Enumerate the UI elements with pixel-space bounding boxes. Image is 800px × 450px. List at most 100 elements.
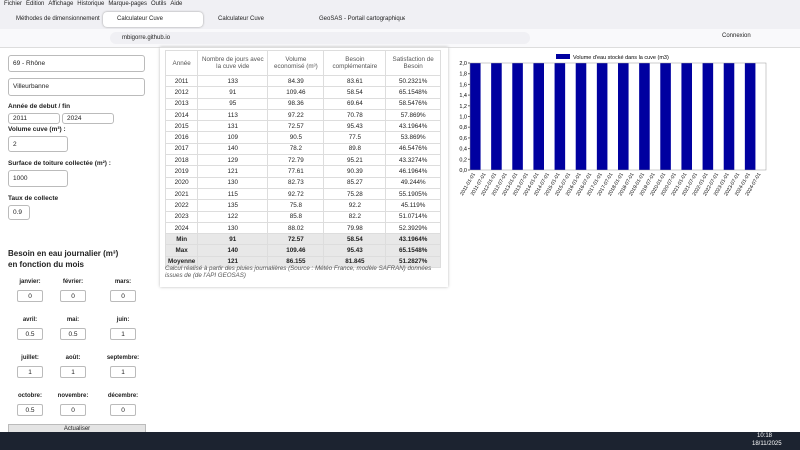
cell: 86.155 bbox=[267, 255, 325, 269]
month-input[interactable]: 0 bbox=[17, 290, 43, 302]
menu-item[interactable]: Affichage bbox=[48, 1, 74, 7]
month-input[interactable]: 0.5 bbox=[17, 328, 43, 340]
summary-row: Max 140 109.46 95.43 65.1548% bbox=[164, 244, 441, 257]
label: Année de debut / fin bbox=[8, 103, 71, 110]
cell: 57.869% bbox=[385, 108, 441, 122]
month-input[interactable]: 0 bbox=[110, 290, 136, 302]
cell: 109.46 bbox=[267, 244, 325, 257]
month-label: novembre: bbox=[57, 393, 89, 399]
cell: 82.73 bbox=[267, 176, 325, 189]
month-input[interactable]: 1 bbox=[110, 366, 136, 378]
menu-item[interactable]: Historique bbox=[77, 1, 105, 7]
cell: Moyenne bbox=[164, 255, 199, 269]
month-input[interactable]: 0 bbox=[110, 404, 136, 416]
cell: 109.46 bbox=[267, 86, 325, 99]
legend-label: Volume d'eau stocké dans la cuve (m3) bbox=[573, 55, 669, 61]
row: 2018 129 72.79 95.21 43.3274% bbox=[164, 154, 441, 167]
column-header: Volume economisé (m³) bbox=[267, 50, 325, 76]
tab[interactable]: Méthodes de dimensionnement bbox=[16, 16, 100, 22]
cell: 2024 bbox=[164, 221, 199, 235]
y-tick-label: 1,0 bbox=[459, 115, 467, 121]
cell: 77.5 bbox=[323, 131, 387, 144]
cell: 129 bbox=[197, 154, 269, 167]
login-button[interactable]: Connexion bbox=[722, 33, 751, 39]
row: 2013 95 98.36 69.64 58.5476% bbox=[164, 97, 441, 110]
row: 2022 135 75.8 92.2 45.119% bbox=[164, 199, 441, 212]
cell: 79.98 bbox=[323, 221, 387, 235]
month-input[interactable]: 1 bbox=[17, 366, 43, 378]
bar bbox=[618, 63, 629, 170]
bar bbox=[491, 63, 502, 170]
cell: 2014 bbox=[164, 108, 199, 122]
input[interactable]: 2011 bbox=[8, 113, 60, 124]
input[interactable]: 2024 bbox=[62, 113, 114, 124]
cell: 109 bbox=[197, 131, 269, 144]
menu-item[interactable]: Marque-pages bbox=[108, 1, 148, 7]
cell: 2023 bbox=[164, 210, 199, 223]
month-label: mai: bbox=[66, 317, 80, 323]
cell: 70.78 bbox=[323, 108, 387, 122]
menu-item[interactable]: Édition bbox=[26, 1, 45, 7]
cell: 130 bbox=[197, 176, 269, 189]
month-label: août: bbox=[65, 355, 81, 361]
cell: 91 bbox=[197, 233, 269, 246]
cell: 92.72 bbox=[267, 187, 325, 201]
tab[interactable]: GeoSAS - Portail cartographique bbox=[319, 16, 405, 22]
month-input[interactable]: 0.5 bbox=[17, 404, 43, 416]
cell: 83.61 bbox=[323, 74, 387, 88]
cell: 98.36 bbox=[267, 97, 325, 110]
department-select[interactable]: 69 - Rhône bbox=[8, 55, 145, 72]
cell: 65.1548% bbox=[385, 86, 441, 99]
cell: 95.43 bbox=[323, 244, 387, 257]
menu-item[interactable]: Fichier bbox=[4, 1, 23, 7]
month-input[interactable]: 0 bbox=[60, 290, 86, 302]
bar bbox=[723, 63, 735, 170]
month-label: décembre: bbox=[107, 393, 139, 399]
cell: 69.64 bbox=[323, 97, 387, 110]
cell: 45.119% bbox=[385, 199, 441, 212]
row: 2023 122 85.8 82.2 51.0714% bbox=[164, 210, 441, 223]
cell: 43.1964% bbox=[385, 120, 441, 133]
cell: 49.244% bbox=[385, 176, 441, 189]
menu-item[interactable]: Aide bbox=[170, 1, 183, 7]
cell: Max bbox=[164, 244, 199, 257]
bar bbox=[554, 63, 566, 170]
tab[interactable]: Calculateur Cuve bbox=[103, 12, 203, 27]
month-input[interactable]: 0.5 bbox=[60, 328, 86, 340]
url-field[interactable]: mbigorre.github.io bbox=[110, 32, 530, 44]
cell: 113 bbox=[197, 108, 269, 122]
month-label: janvier: bbox=[19, 279, 41, 285]
month-label: septembre: bbox=[106, 355, 140, 361]
bar bbox=[681, 63, 692, 170]
menu-item[interactable]: Outils bbox=[151, 1, 167, 7]
cell: 97.22 bbox=[267, 108, 325, 122]
input[interactable]: 1000 bbox=[8, 170, 68, 187]
summary-row: Min 91 72.57 58.54 43.1964% bbox=[164, 233, 441, 246]
bar bbox=[702, 63, 714, 170]
cell: 58.54 bbox=[323, 86, 387, 99]
y-tick-label: 0,0 bbox=[459, 168, 467, 174]
input[interactable]: 2 bbox=[8, 136, 68, 152]
label: Taux de collecte bbox=[8, 195, 59, 202]
month-input[interactable]: 1 bbox=[60, 366, 86, 378]
bar bbox=[533, 63, 544, 170]
bar bbox=[596, 63, 608, 170]
menu-bar: Fichier Édition Affichage Historique Marque-… bbox=[0, 0, 800, 9]
month-label: octobre: bbox=[18, 393, 42, 399]
cell: 52.3929% bbox=[385, 221, 441, 235]
input[interactable]: 0.9 bbox=[8, 205, 30, 220]
month-input[interactable]: 1 bbox=[110, 328, 136, 340]
cell: 92.2 bbox=[323, 199, 387, 212]
table-panel: Année Nombre de jours avec la cuve vide Vo… bbox=[160, 47, 448, 287]
bar bbox=[639, 63, 650, 170]
cell: 85.8 bbox=[267, 210, 325, 223]
city-select[interactable]: Villeurbanne bbox=[8, 78, 145, 96]
cell: 90.5 bbox=[267, 131, 325, 144]
column-header: Année bbox=[164, 50, 199, 76]
cell: 2018 bbox=[164, 154, 199, 167]
month-input[interactable]: 0 bbox=[60, 404, 86, 416]
cell: Min bbox=[164, 233, 199, 246]
cell: 2016 bbox=[164, 131, 199, 144]
tab[interactable]: Calculateur Cuve bbox=[218, 16, 265, 22]
